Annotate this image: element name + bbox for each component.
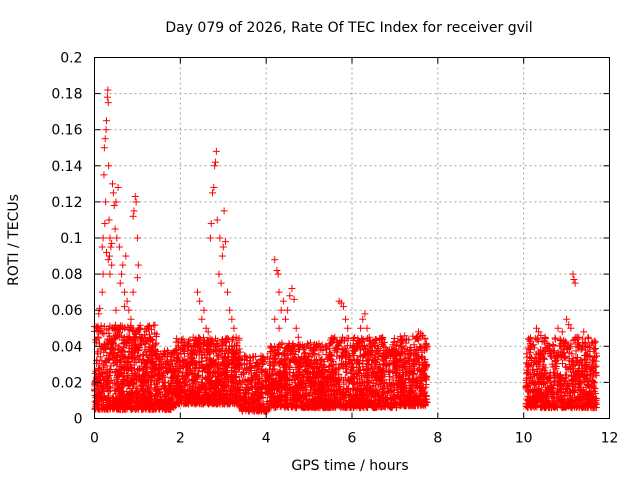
data-point xyxy=(114,373,122,381)
data-point xyxy=(100,330,108,338)
data-point xyxy=(173,335,181,343)
data-point xyxy=(140,351,148,359)
data-point xyxy=(149,342,157,350)
data-point xyxy=(301,349,309,357)
data-point xyxy=(124,353,132,361)
data-point xyxy=(150,321,158,329)
data-point xyxy=(105,329,113,337)
data-point xyxy=(136,378,144,386)
data-point xyxy=(110,360,118,368)
data-point xyxy=(112,341,120,349)
data-point xyxy=(103,352,111,360)
data-point xyxy=(592,338,600,346)
chart-title: Day 079 of 2026, Rate Of TEC Index for r… xyxy=(165,20,532,36)
data-point xyxy=(113,333,121,341)
data-point xyxy=(559,360,567,368)
data-point xyxy=(351,334,359,342)
data-points xyxy=(91,86,601,415)
data-point xyxy=(143,363,151,371)
